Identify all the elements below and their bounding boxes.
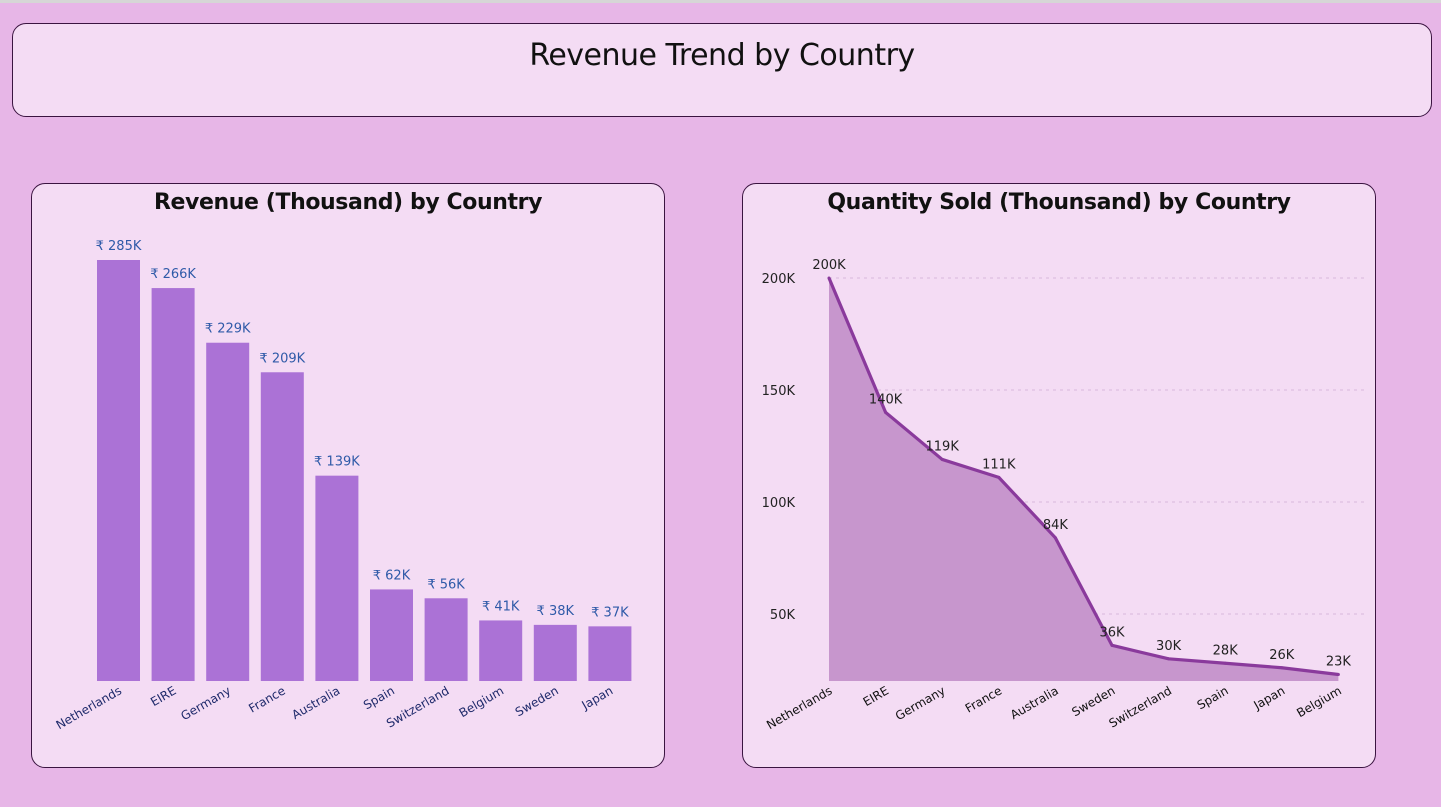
revenue-bar[interactable] [206,342,250,681]
revenue-bar-label: ₹ 266K [150,267,196,282]
revenue-bar-label: ₹ 229K [205,322,251,337]
quantity-data-point[interactable] [997,475,1001,479]
quantity-y-tick-label: 100K [762,496,796,511]
quantity-data-label: 23K [1326,654,1352,669]
dashboard-title-box: Revenue Trend by Country [12,23,1432,117]
revenue-x-tick-label: Japan [579,683,616,712]
quantity-data-point[interactable] [1167,657,1171,661]
quantity-x-tick-label: EIRE [861,683,891,709]
revenue-bar-label: ₹ 41K [482,599,520,614]
quantity-x-tick-label: Spain [1195,683,1231,712]
revenue-bar-label: ₹ 209K [259,351,305,366]
revenue-bar[interactable] [151,288,195,681]
revenue-bar[interactable] [97,260,140,681]
quantity-area-chart: 200K 150K 100K 50K 200K Netherlands 140K EIRE 11… [762,258,1365,732]
quantity-x-tick-label: Japan [1250,683,1287,712]
quantity-y-tick-label: 50K [770,608,796,623]
quantity-data-point[interactable] [1110,643,1114,647]
quantity-data-point[interactable] [827,276,831,280]
quantity-x-tick-label: France [963,683,1005,715]
revenue-bar-chart: ₹ 285K Netherlands ₹ 266K EIRE ₹ 229K Germany… [54,239,632,732]
quantity-data-label: 30K [1156,639,1182,654]
quantity-data-label: 140K [869,392,903,407]
revenue-x-tick-label: Sweden [513,683,561,719]
quantity-area-fill [829,278,1339,681]
quantity-x-tick-label: Germany [893,683,948,723]
revenue-x-tick-label: Netherlands [54,683,124,732]
revenue-bar[interactable] [424,598,468,681]
quantity-data-label: 28K [1213,643,1239,658]
window-top-edge [0,0,1441,3]
quantity-data-label: 84K [1043,518,1069,533]
quantity-data-label: 119K [926,439,960,454]
revenue-x-tick-label: Germany [178,683,233,723]
quantity-data-point[interactable] [1053,536,1057,540]
quantity-x-tick-label: Sweden [1069,683,1117,719]
quantity-data-label: 36K [1099,625,1125,640]
revenue-bar-label: ₹ 38K [537,604,575,619]
quantity-chart-panel: Quantity Sold (Thounsand) by Country 200… [742,183,1376,768]
revenue-chart-title: Revenue (Thousand) by Country [153,190,543,215]
revenue-bar[interactable] [260,372,304,681]
revenue-x-tick-label: Australia [289,683,342,722]
revenue-bar-label: ₹ 62K [373,568,411,583]
revenue-x-tick-label: Belgium [457,683,507,720]
revenue-x-tick-label: Switzerland [384,683,452,730]
revenue-x-tick-label: Spain [361,683,397,712]
quantity-x-tick-label: Switzerland [1106,683,1174,730]
quantity-chart-title: Quantity Sold (Thounsand) by Country [827,190,1291,215]
quantity-data-label: 111K [982,457,1016,472]
quantity-x-tick-label: Australia [1008,683,1061,722]
revenue-bar-label: ₹ 139K [314,455,360,470]
quantity-data-point[interactable] [1336,672,1340,676]
revenue-bar-label: ₹ 56K [427,577,465,592]
quantity-series-line[interactable] [827,277,1339,677]
quantity-data-point[interactable] [940,457,944,461]
quantity-data-point[interactable] [1280,666,1284,670]
revenue-chart-panel: Revenue (Thousand) by Country ₹ 285K Neth… [31,183,665,768]
revenue-bar-label: ₹ 285K [96,239,142,254]
quantity-y-tick-label: 150K [762,384,796,399]
revenue-bar[interactable] [533,624,577,681]
quantity-x-tick-label: Belgium [1294,683,1344,720]
quantity-data-point[interactable] [884,410,888,414]
revenue-bar[interactable] [588,626,632,681]
quantity-x-tick-label: Netherlands [764,683,834,732]
revenue-bar[interactable] [479,620,523,681]
quantity-data-point[interactable] [1223,661,1227,665]
quantity-data-label: 200K [812,258,846,273]
revenue-x-tick-label: EIRE [148,683,178,709]
revenue-x-tick-label: France [246,683,288,715]
revenue-bar[interactable] [370,589,413,681]
revenue-bar-label: ₹ 37K [591,605,629,620]
quantity-data-label: 26K [1269,648,1295,663]
page-title: Revenue Trend by Country [529,37,915,73]
quantity-y-tick-label: 200K [762,272,796,287]
revenue-bar[interactable] [315,475,359,681]
